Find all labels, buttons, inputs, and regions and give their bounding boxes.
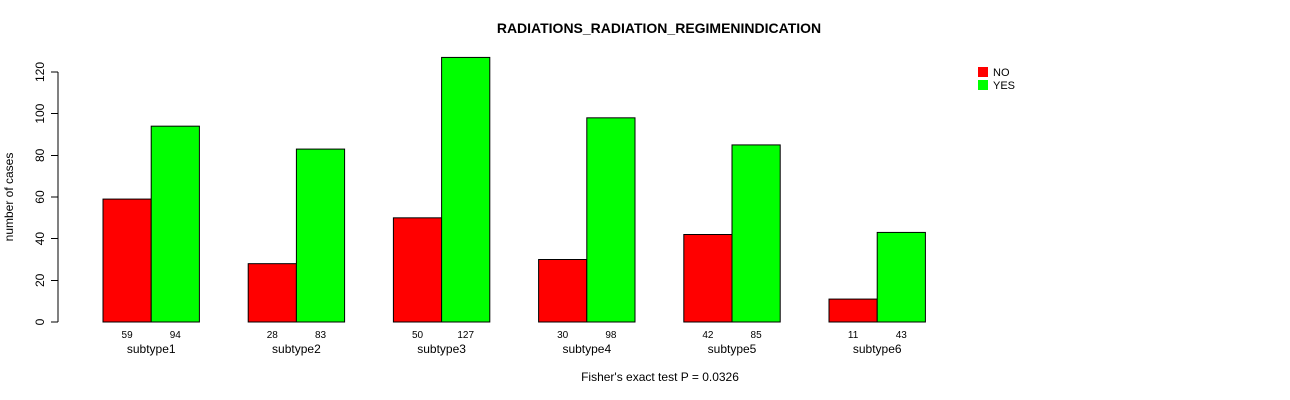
- bar-yes-subtype6: [876, 231, 926, 323]
- bar-value-label: 30: [557, 330, 569, 341]
- bar-yes-subtype2: [295, 148, 346, 323]
- bar-value-label: 43: [896, 330, 908, 341]
- bar-value-label: 94: [170, 330, 182, 341]
- bar-value-label: 83: [315, 330, 327, 341]
- bar-value-label: 98: [605, 330, 617, 341]
- bar-series: [102, 56, 926, 323]
- footer-annotation: Fisher's exact test P = 0.0326: [581, 370, 739, 384]
- bar-yes-subtype4: [586, 117, 636, 323]
- y-tick-label: 0: [33, 318, 47, 325]
- bar-no-subtype4: [538, 259, 588, 323]
- category-label: subtype2: [272, 342, 321, 356]
- category-label: subtype6: [853, 342, 902, 356]
- legend-label-yes: YES: [993, 80, 1015, 92]
- bar-value-label: 127: [457, 330, 474, 341]
- y-tick-label: 60: [33, 190, 47, 204]
- category-label: subtype5: [708, 342, 757, 356]
- bar-yes-subtype1: [150, 125, 200, 323]
- bar-yes-subtype3: [441, 56, 491, 323]
- legend: NO YES: [978, 67, 1015, 92]
- y-tick-label: 20: [33, 273, 47, 287]
- category-label: subtype1: [127, 342, 176, 356]
- y-axis: 0 20 40 60 80 100 120: [33, 62, 59, 325]
- bar-no-subtype2: [247, 263, 297, 323]
- bar-value-label: 50: [412, 330, 424, 341]
- chart-title: RADIATIONS_RADIATION_REGIMENINDICATION: [497, 20, 821, 36]
- y-tick-label: 120: [33, 62, 47, 82]
- bar-value-label: 11: [848, 330, 859, 341]
- bar-no-subtype5: [683, 234, 733, 323]
- legend-swatch-yes: [978, 80, 988, 90]
- bar-yes-subtype5: [731, 144, 781, 323]
- bar-no-subtype6: [828, 298, 878, 323]
- bar-value-label: 59: [122, 330, 134, 341]
- y-axis-label: number of cases: [2, 153, 16, 242]
- legend-swatch-no: [978, 67, 988, 77]
- category-label: subtype3: [417, 342, 466, 356]
- bar-no-subtype1: [102, 198, 152, 323]
- y-tick-label: 40: [33, 232, 47, 246]
- bar-value-label: 42: [702, 330, 714, 341]
- bar-no-subtype3: [392, 217, 443, 323]
- legend-label-no: NO: [993, 67, 1010, 79]
- y-tick-label: 80: [33, 148, 47, 162]
- bar-value-label: 28: [267, 330, 279, 341]
- category-label: subtype4: [562, 342, 611, 356]
- bar-value-label: 85: [751, 330, 763, 341]
- y-tick-label: 100: [33, 103, 47, 123]
